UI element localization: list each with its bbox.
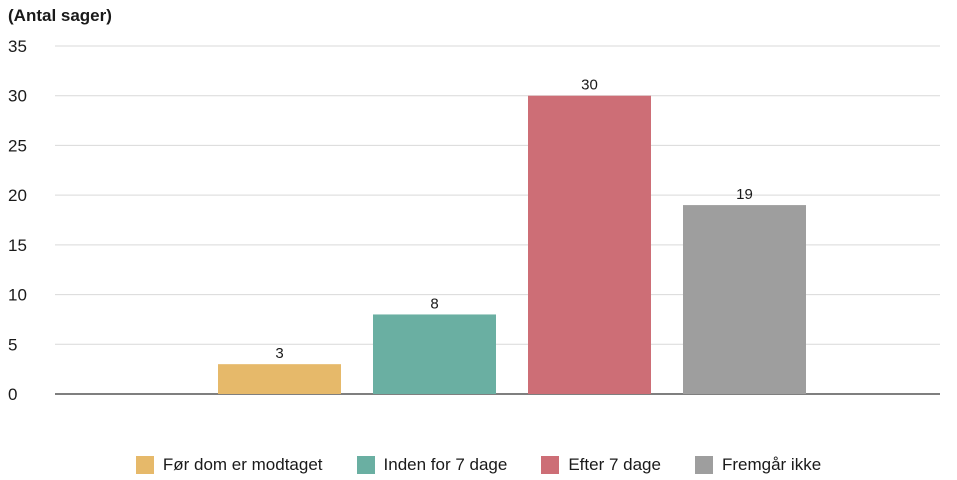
legend-swatch	[135, 456, 154, 474]
bar-chart: 0 5 10 15 20 25 30 35 3 8 30 19	[8, 37, 940, 404]
legend-label: Efter 7 dage	[568, 455, 661, 474]
bars	[218, 95, 806, 394]
legend-label: Inden for 7 dage	[383, 455, 508, 474]
legend-item: Efter 7 dage	[541, 455, 661, 475]
y-axis-ticks: 0 5 10 15 20 25 30 35	[8, 37, 27, 404]
bar-3	[683, 205, 806, 394]
y-tick-label: 20	[8, 186, 27, 205]
legend-item: Inden for 7 dage	[356, 455, 508, 475]
y-tick-label: 35	[8, 37, 27, 56]
data-labels: 3 8 30 19	[275, 77, 753, 362]
y-tick-label: 15	[8, 236, 27, 255]
legend-item: Fremgår ikke	[694, 455, 822, 475]
legend: Før dom er modtaget Inden for 7 dage Efter…	[0, 455, 957, 475]
bar-1	[373, 314, 496, 394]
legend-label: Før dom er modtaget	[162, 455, 323, 474]
legend-swatch	[356, 456, 375, 474]
chart-title: (Antal sager)	[8, 6, 112, 25]
y-tick-label: 5	[8, 335, 17, 354]
bar-value-label: 30	[581, 77, 598, 94]
gridlines	[55, 45, 940, 395]
y-tick-label: 10	[8, 286, 27, 305]
legend-item: Før dom er modtaget	[135, 455, 323, 475]
bar-value-label: 8	[430, 295, 438, 312]
bar-0	[218, 364, 341, 394]
bar-value-label: 3	[275, 345, 283, 362]
legend-swatch	[694, 456, 713, 474]
bar-value-label: 19	[736, 186, 753, 203]
legend-swatch	[541, 456, 560, 474]
y-tick-label: 30	[8, 87, 27, 106]
y-tick-label: 25	[8, 136, 27, 155]
y-tick-label: 0	[8, 385, 17, 404]
bar-2	[528, 95, 651, 394]
legend-label: Fremgår ikke	[721, 455, 822, 474]
